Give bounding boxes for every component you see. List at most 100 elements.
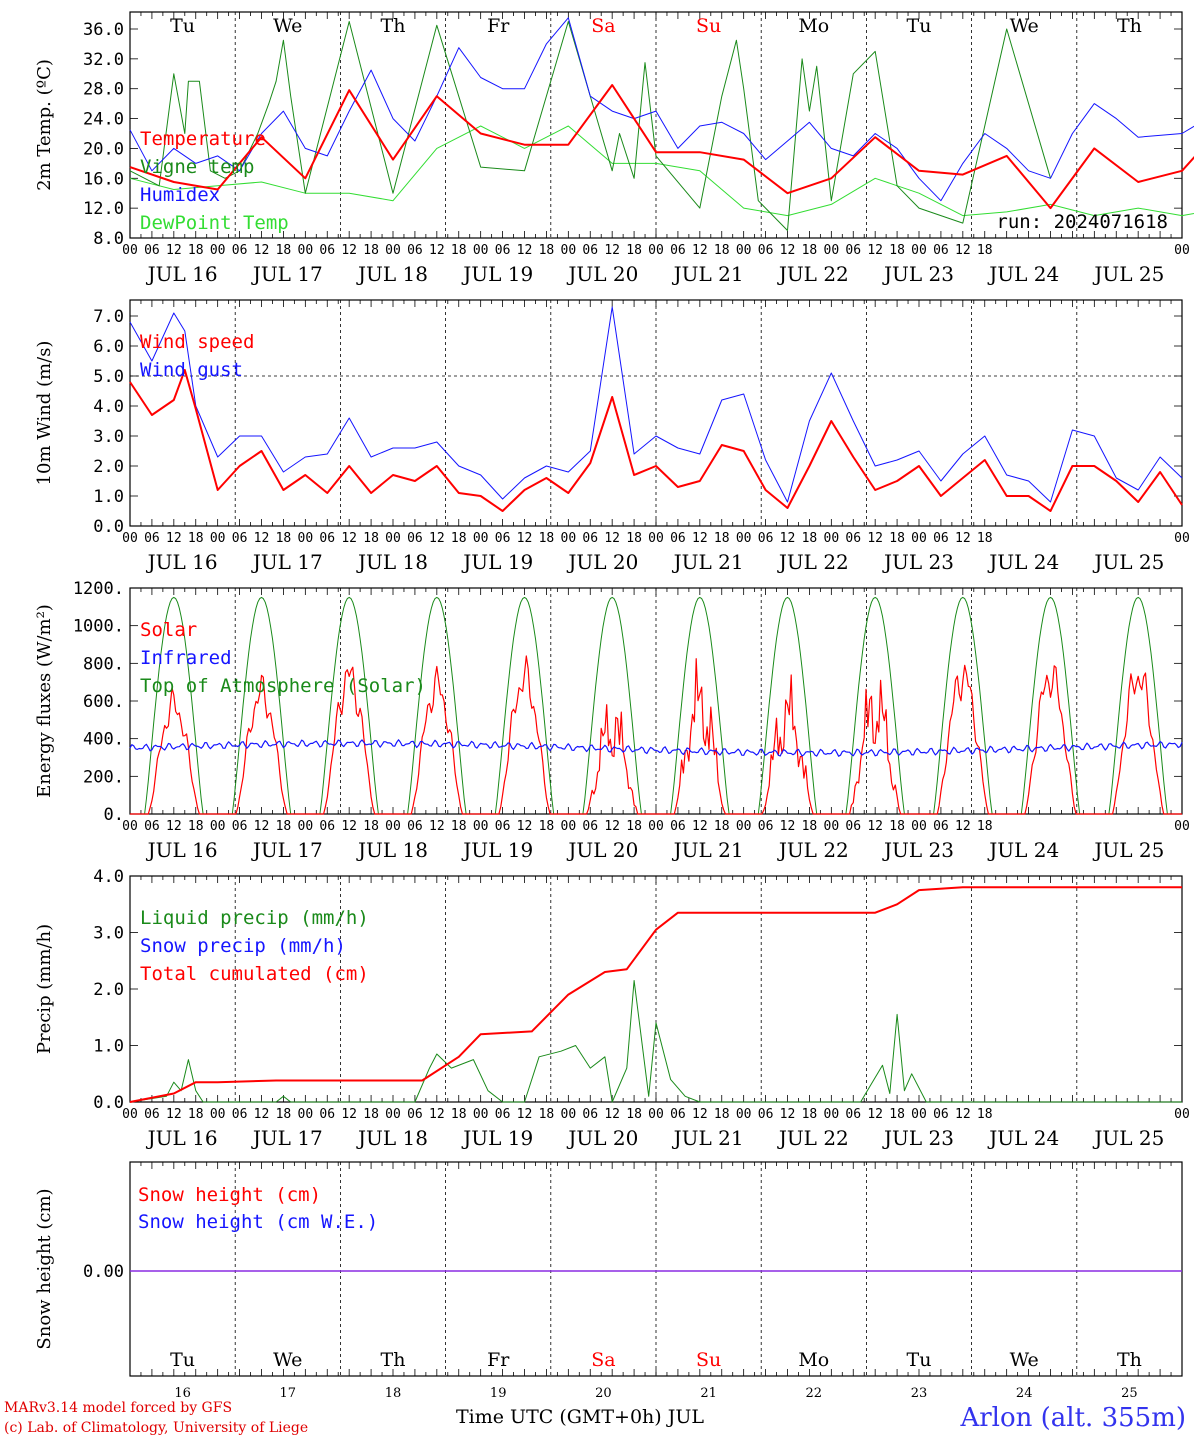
panel1-hour-label: 12 xyxy=(692,243,708,258)
panel2-date-label: JUL 24 xyxy=(987,550,1059,574)
weekday-label-top: Su xyxy=(696,15,721,37)
panel1-date-label: JUL 16 xyxy=(146,262,218,286)
weekday-label-bottom: Tu xyxy=(170,1349,195,1371)
energy-legend-entry: Infrared xyxy=(140,647,232,669)
panel1-y-tick-label: 28.0 xyxy=(83,80,124,100)
panel4-hour-label: 00 xyxy=(298,1107,314,1122)
temp-series-line-1 xyxy=(129,21,1051,231)
panel4-hour-label: 18 xyxy=(276,1107,292,1122)
panel3-hour-label: 00 xyxy=(298,819,314,834)
panel1-hour-label: 06 xyxy=(407,243,423,258)
panel4-y-tick-label: 2.0 xyxy=(93,980,124,1000)
panel2-date-label: JUL 17 xyxy=(251,550,323,574)
weekday-label-bottom: Sa xyxy=(591,1349,615,1371)
panel2-hour-label: 18 xyxy=(977,531,993,546)
weekday-label-top: We xyxy=(1010,15,1039,37)
panel1-hour-label: 06 xyxy=(582,243,598,258)
panel3-hour-label: 18 xyxy=(802,819,818,834)
panel1-date-label: JUL 18 xyxy=(356,262,428,286)
panel2-hour-label: 12 xyxy=(867,531,883,546)
panel4-date-label: JUL 23 xyxy=(882,1126,954,1150)
panel1-hour-label: 00 xyxy=(911,243,927,258)
panel1-date-label: JUL 17 xyxy=(251,262,323,286)
temp-series-line-0 xyxy=(129,84,1194,210)
panel4-date-label: JUL 21 xyxy=(672,1126,744,1150)
panel3-hour-label: 18 xyxy=(889,819,905,834)
panel1-y-tick-label: 32.0 xyxy=(83,50,124,70)
day-number-label: 20 xyxy=(595,1386,612,1401)
weekday-label-bottom: We xyxy=(273,1349,302,1371)
panel4-hour-label: 06 xyxy=(582,1107,598,1122)
panel4-y-tick-label: 1.0 xyxy=(93,1037,124,1057)
weekday-label-bottom: Mo xyxy=(798,1349,829,1371)
panel3-hour-label: 12 xyxy=(955,819,971,834)
panel3-date-label: JUL 19 xyxy=(461,838,533,862)
panel3-hour-label: 12 xyxy=(341,819,357,834)
panel3-date-label: JUL 24 xyxy=(987,838,1059,862)
panel2-hour-label: 12 xyxy=(780,531,796,546)
panel2-hour-label: 06 xyxy=(845,531,861,546)
panel3-hour-label: 00 xyxy=(1174,819,1190,834)
panel1-hour-label: 00 xyxy=(298,243,314,258)
precip-legend-entry: Snow precip (mm/h) xyxy=(140,935,346,957)
panel4-hour-label: 06 xyxy=(758,1107,774,1122)
panel3-date-label: JUL 21 xyxy=(672,838,744,862)
panel2-y-tick-label: 1.0 xyxy=(93,487,124,507)
energy-legend-entry: Top of Atmosphere (Solar) xyxy=(140,675,426,697)
panel3-hour-label: 18 xyxy=(714,819,730,834)
panel2-y-tick-label: 0.0 xyxy=(93,517,124,537)
panel1-hour-label: 06 xyxy=(495,243,511,258)
panel1-y-tick-label: 36.0 xyxy=(83,20,124,40)
panel1-date-label: JUL 23 xyxy=(882,262,954,286)
station-label: Arlon (alt. 355m) xyxy=(960,1403,1186,1433)
panel1-hour-label: 00 xyxy=(122,243,138,258)
panel3-hour-label: 12 xyxy=(429,819,445,834)
panel4-hour-label: 12 xyxy=(955,1107,971,1122)
panel3-hour-label: 12 xyxy=(166,819,182,834)
panel4-hour-label: 00 xyxy=(911,1107,927,1122)
panel3-y-tick-label: 200. xyxy=(83,767,124,787)
wind-legend-entry: Wind speed xyxy=(140,331,254,353)
weekday-label-top: Sa xyxy=(591,15,615,37)
panel4-hour-label: 06 xyxy=(232,1107,248,1122)
panel2-hour-label: 06 xyxy=(232,531,248,546)
panel4-hour-label: 18 xyxy=(977,1107,993,1122)
weekday-label-top: Tu xyxy=(907,15,932,37)
panel2-date-label: JUL 23 xyxy=(882,550,954,574)
panel3-hour-label: 00 xyxy=(736,819,752,834)
panel2-hour-label: 18 xyxy=(188,531,204,546)
panel1-date-label: JUL 25 xyxy=(1092,262,1164,286)
panel1-hour-label: 00 xyxy=(210,243,226,258)
panel2-y-axis-title: 10m Wind (m/s) xyxy=(34,341,55,486)
panel2-hour-label: 00 xyxy=(473,531,489,546)
panel3-date-label: JUL 25 xyxy=(1092,838,1164,862)
temp-legend-entry: Temperature xyxy=(140,128,266,150)
panel1-hour-label: 06 xyxy=(758,243,774,258)
panel3-hour-label: 06 xyxy=(670,819,686,834)
panel4-hour-label: 12 xyxy=(341,1107,357,1122)
panel4-hour-label: 18 xyxy=(539,1107,555,1122)
panel2-hour-label: 18 xyxy=(802,531,818,546)
panel2-y-tick-label: 4.0 xyxy=(93,397,124,417)
panel1-y-tick-label: 8.0 xyxy=(93,229,124,249)
panel3-hour-label: 06 xyxy=(758,819,774,834)
panel4-hour-label: 00 xyxy=(122,1107,138,1122)
panel1-hour-label: 18 xyxy=(977,243,993,258)
panel2-hour-label: 12 xyxy=(604,531,620,546)
panel2-hour-label: 00 xyxy=(824,531,840,546)
panel4-hour-label: 06 xyxy=(495,1107,511,1122)
weekday-label-bottom: Tu xyxy=(907,1349,932,1371)
panel3-y-tick-label: 1200. xyxy=(73,579,124,599)
panel2-hour-label: 00 xyxy=(210,531,226,546)
panel3-hour-label: 12 xyxy=(780,819,796,834)
panel4-hour-label: 00 xyxy=(210,1107,226,1122)
day-number-label: 19 xyxy=(490,1386,507,1401)
panel1-y-tick-label: 16.0 xyxy=(83,169,124,189)
panel1-hour-label: 18 xyxy=(451,243,467,258)
panel3-y-tick-label: 1000. xyxy=(73,617,124,637)
panel4-hour-label: 06 xyxy=(144,1107,160,1122)
panel1-hour-label: 12 xyxy=(780,243,796,258)
panel4-hour-label: 18 xyxy=(802,1107,818,1122)
panel2-y-tick-label: 5.0 xyxy=(93,367,124,387)
panel1-hour-label: 18 xyxy=(539,243,555,258)
